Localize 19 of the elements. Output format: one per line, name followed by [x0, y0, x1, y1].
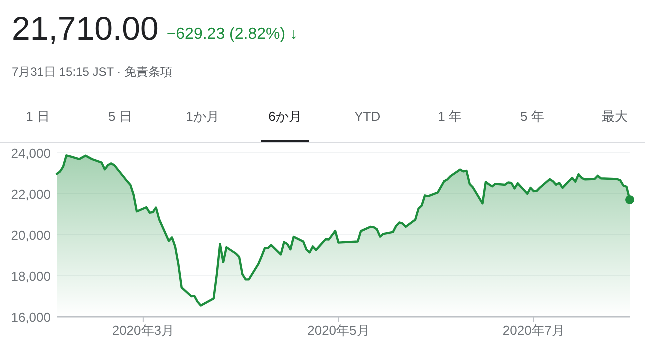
text: 5 日 — [108, 109, 132, 124]
y-tick-label: 24,000 — [11, 146, 51, 161]
x-tick-label: 2020年7月 — [502, 323, 566, 338]
y-tick-label: 16,000 — [11, 310, 51, 325]
text: 1か月 — [186, 109, 220, 124]
text: 1 日 — [26, 109, 50, 124]
y-tick-label: 20,000 — [11, 228, 51, 243]
subtitle: −629.23 (2.82%) ↓ — [166, 26, 298, 43]
y-tick-label: 22,000 — [11, 187, 51, 202]
text: YTD — [354, 109, 381, 124]
text: 5 年 — [520, 109, 544, 124]
text: 1 年 — [438, 109, 462, 124]
y-tick-label: 18,000 — [11, 269, 51, 284]
text: 最大 — [602, 109, 628, 124]
x-tick-label: 2020年5月 — [308, 323, 370, 338]
text: 7月31日 15:15 JST · 免責条項 — [12, 65, 172, 79]
x-tick-label: 2020年3月 — [112, 323, 175, 338]
text: 6か月 — [268, 109, 302, 124]
title: 21,710.00 — [12, 10, 159, 47]
